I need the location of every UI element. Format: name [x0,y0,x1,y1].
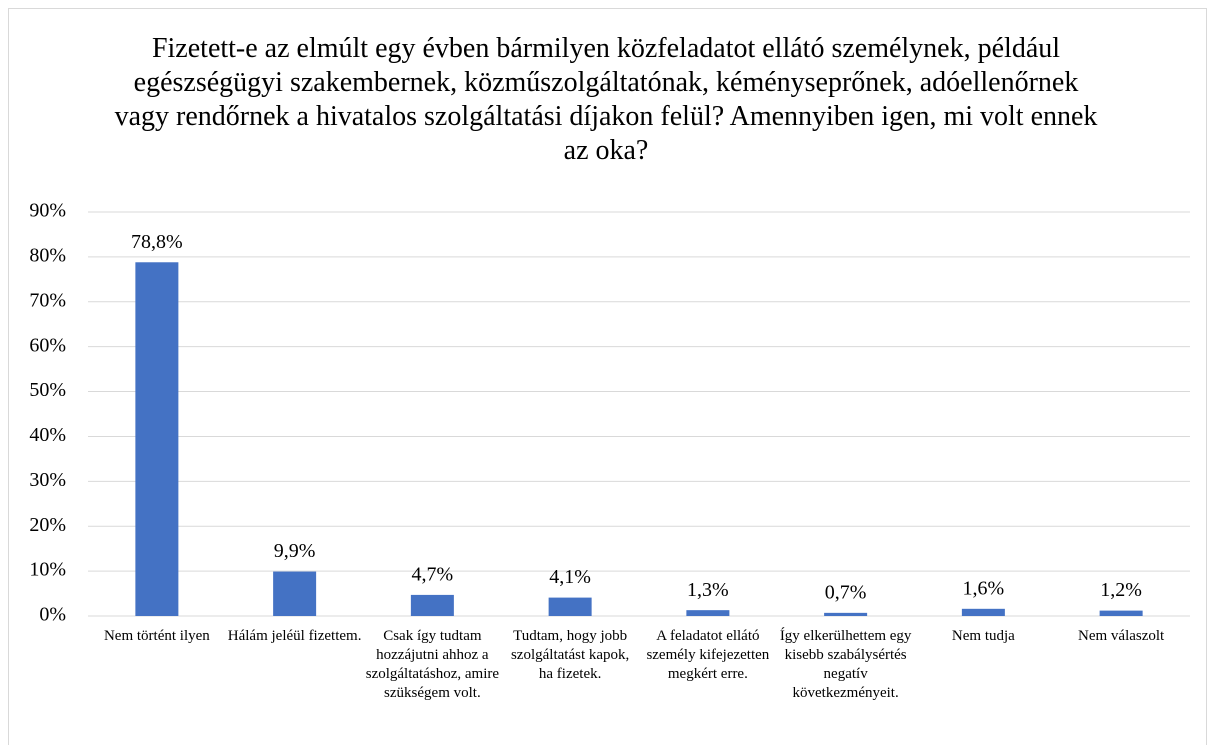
value-label: 4,1% [549,566,591,588]
y-tick-label: 0% [39,604,66,626]
value-label: 1,2% [1100,579,1142,601]
x-tick-label: Csak így tudtam hozzájutni ahhoz a szolg… [365,628,500,701]
chart-title: Fizetett-e az elmúlt egy évben bármilyen… [114,33,1098,166]
y-tick-label: 60% [29,334,66,356]
value-label: 4,7% [412,563,454,585]
y-tick-label: 80% [29,244,66,266]
x-tick-label: Tudtam, hogy jobb szolgáltatást kapok, h… [510,628,630,682]
bar [410,594,454,616]
y-tick-label: 10% [29,559,66,581]
x-tick-label: Nem tudja [951,628,1015,644]
y-tick-label: 50% [29,379,66,401]
bar [686,610,730,616]
x-tick-label: Hálám jeléül fizettem. [227,628,362,644]
value-label: 9,9% [274,540,316,562]
bar [135,262,179,616]
bar [273,571,317,616]
bar [824,612,868,616]
x-tick-label: Nem történt ilyen [103,628,210,644]
y-tick-label: 90% [29,200,66,222]
x-tick-label: A feladatot ellátó személy kifejezetten … [646,628,770,682]
value-label: 0,7% [825,581,867,603]
value-label: 1,6% [963,577,1005,599]
x-tick-label: Nem válaszolt [1078,628,1165,644]
x-tick-label: Így elkerülhettem egy kisebb szabálysért… [779,628,912,701]
bar [961,608,1005,616]
value-label: 1,3% [687,579,729,601]
y-tick-label: 30% [29,469,66,491]
bar [1099,610,1143,616]
value-label: 78,8% [131,231,183,253]
y-tick-label: 40% [29,424,66,446]
chart-border [8,8,1207,745]
bar [548,597,592,616]
y-tick-label: 70% [29,289,66,311]
y-tick-label: 20% [29,514,66,536]
